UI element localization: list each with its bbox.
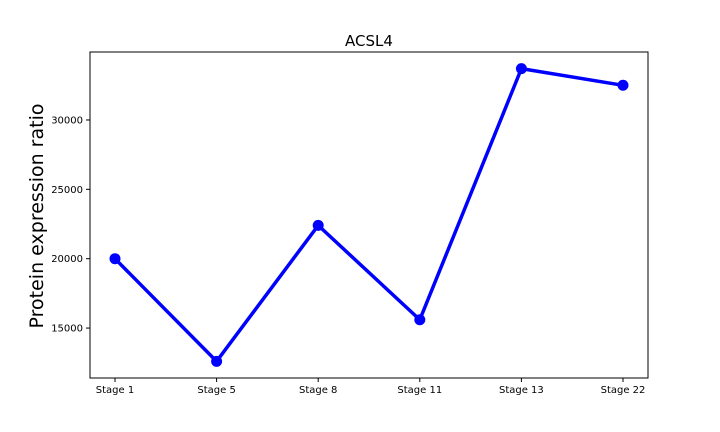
y-axis-label: Protein expression ratio	[26, 104, 48, 329]
x-tick-label: Stage 11	[397, 385, 442, 396]
data-point-marker	[312, 219, 324, 231]
data-point-marker	[617, 79, 629, 91]
x-tick-label: Stage 1	[96, 385, 134, 396]
x-tick-label: Stage 8	[299, 385, 337, 396]
chart-title: ACSL4	[345, 32, 393, 50]
x-axis: Stage 1 Stage 5 Stage 8 Stage 11 Stage 13 Sta…	[96, 378, 646, 396]
y-axis: 15000 20000 25000 30000	[51, 115, 90, 335]
data-point-marker	[109, 253, 121, 265]
y-tick-label: 15000	[51, 324, 83, 335]
plot-area-frame	[89, 51, 649, 379]
series-line	[113, 66, 625, 364]
y-tick-label: 30000	[51, 115, 83, 126]
data-point-marker	[414, 314, 426, 326]
series-layer	[109, 63, 629, 367]
x-tick-label: Stage 22	[601, 385, 646, 396]
x-tick-label: Stage 5	[197, 385, 235, 396]
data-point-marker	[211, 355, 223, 367]
y-tick-label: 20000	[51, 254, 83, 265]
y-tick-label: 25000	[51, 185, 83, 196]
x-tick-label: Stage 13	[499, 385, 544, 396]
data-point-marker	[515, 63, 527, 75]
